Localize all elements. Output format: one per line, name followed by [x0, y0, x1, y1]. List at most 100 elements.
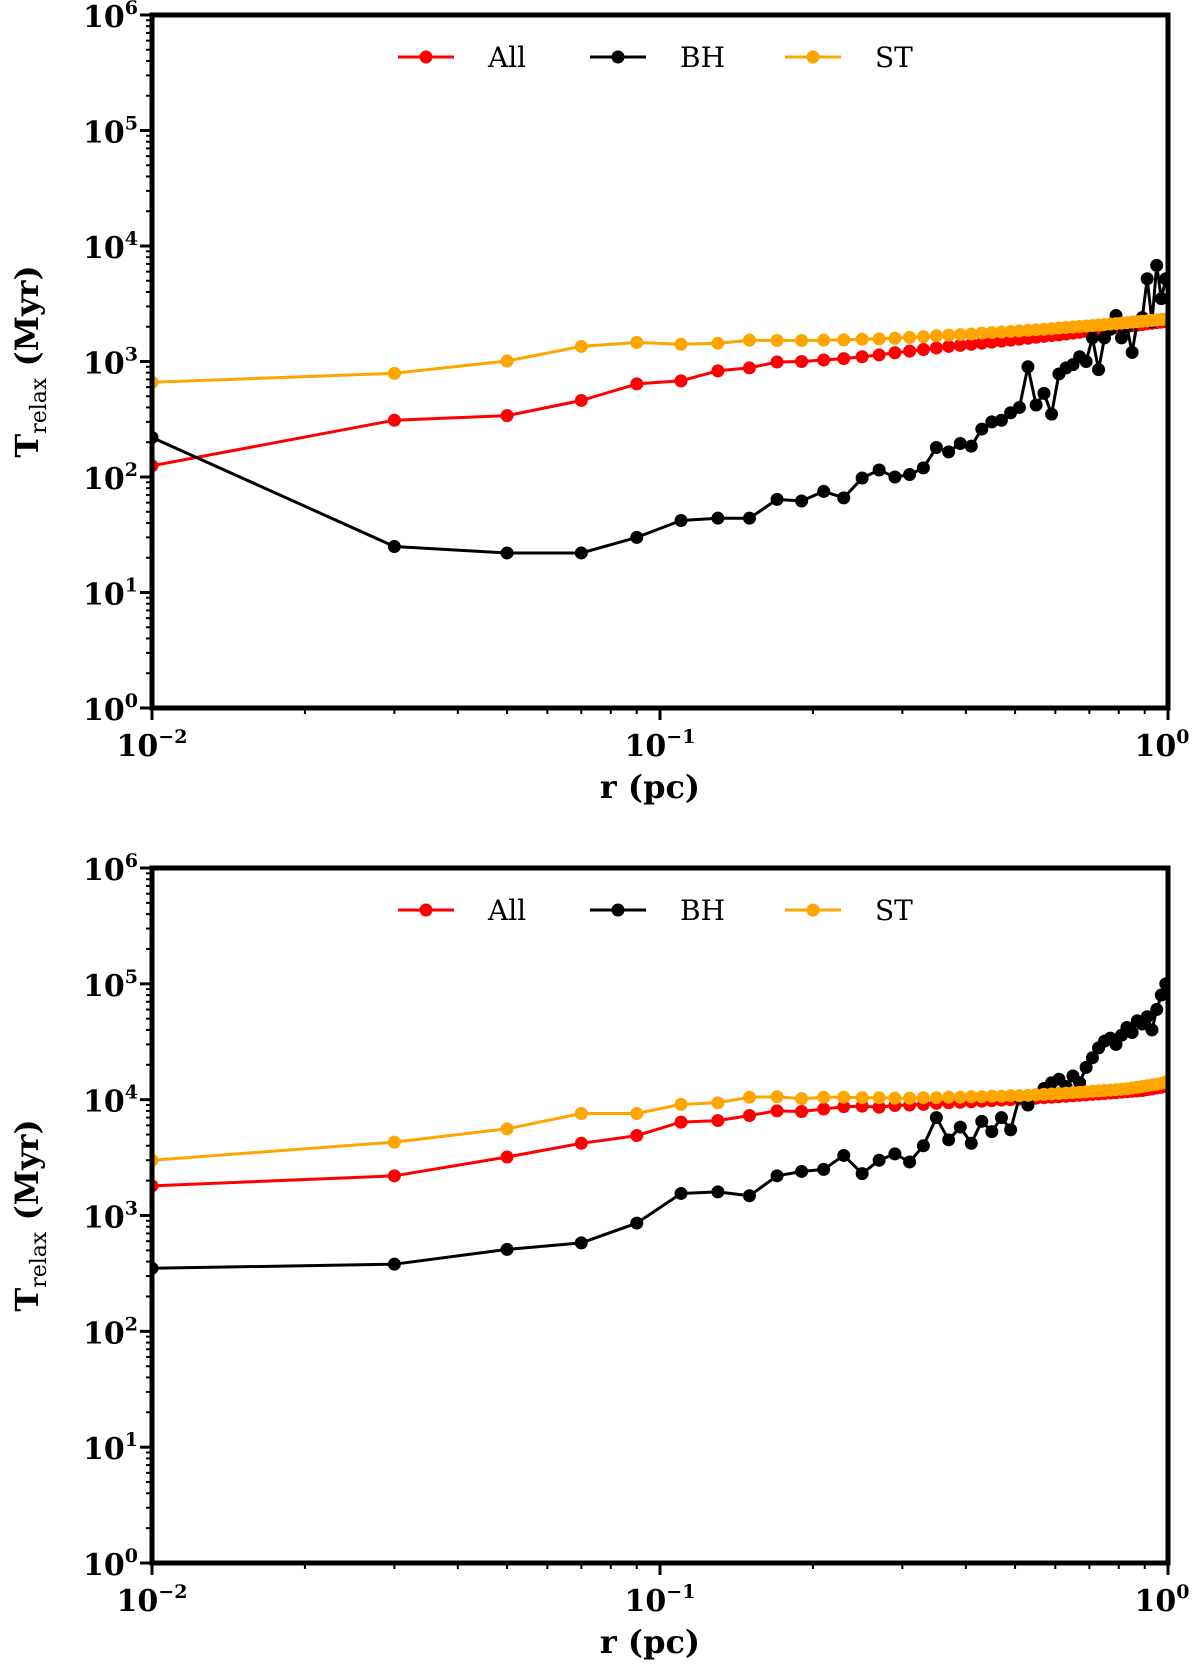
data-point-all — [837, 352, 851, 366]
data-point-st — [916, 330, 930, 344]
top-panel: 10−2 10−1 100 100 101 102 103 104 105 106 r (pc) Tr… — [8, 0, 1189, 806]
data-point-st — [770, 1090, 784, 1104]
x-tick-label: 10−2 — [117, 1581, 188, 1619]
data-point-bh — [1021, 360, 1035, 374]
y-tick-label: 106 — [83, 0, 138, 35]
data-point-st — [953, 328, 967, 342]
x-axis-label: r (pc) — [600, 768, 700, 806]
data-point-all — [674, 1115, 688, 1129]
data-point-all — [387, 413, 401, 427]
data-point-bh — [630, 1216, 644, 1230]
data-point-st — [888, 1091, 902, 1105]
plot-frame — [149, 865, 1171, 1566]
legend-label-st: ST — [875, 894, 913, 927]
data-point-st — [742, 1090, 756, 1104]
data-point-st — [770, 333, 784, 347]
data-point-bh — [1150, 1003, 1164, 1017]
data-point-all — [985, 335, 999, 349]
data-point-all — [795, 355, 809, 368]
legend-label-bh: BH — [680, 41, 725, 74]
y-tick-label: 104 — [83, 1082, 138, 1120]
data-point-all — [742, 1108, 756, 1122]
data-point-all — [795, 1105, 809, 1119]
data-point-st — [742, 333, 756, 347]
y-tick-label: 103 — [83, 1198, 138, 1236]
data-point-st — [817, 333, 831, 347]
data-point-all — [387, 1169, 401, 1183]
y-tick-label: 104 — [83, 228, 138, 266]
data-point-st — [837, 333, 851, 347]
data-point-bh — [1140, 1010, 1154, 1024]
data-point-bh — [964, 1136, 978, 1150]
legend-marker-st — [806, 903, 820, 917]
data-point-all — [929, 341, 943, 355]
data-point-bh — [770, 1169, 784, 1183]
data-point-bh — [929, 441, 943, 455]
data-point-bh — [742, 511, 756, 525]
data-point-bh — [888, 1147, 902, 1161]
data-point-bh — [1073, 1076, 1087, 1090]
data-point-st — [837, 1090, 851, 1104]
data-point-all — [903, 344, 917, 358]
data-point-bh — [953, 1120, 967, 1134]
y-axis-label: Trelax (Myr) — [8, 265, 52, 457]
data-point-bh — [1012, 400, 1026, 414]
legend-marker-bh — [611, 903, 625, 917]
legend-label-bh: BH — [680, 894, 725, 927]
data-point-bh — [837, 1148, 851, 1162]
data-point-st — [953, 1090, 967, 1104]
data-point-st — [942, 1090, 956, 1104]
data-point-st — [500, 354, 514, 368]
data-point-bh — [500, 546, 514, 560]
bottom-panel: 10−2 10−1 100 100 101 102 103 104 105 106 r (pc) Tr… — [8, 850, 1189, 1661]
data-point-bh — [1037, 386, 1051, 400]
data-point-all — [500, 1150, 514, 1164]
data-point-st — [942, 328, 956, 342]
data-point-bh — [1004, 1123, 1018, 1137]
x-tick-label: 100 — [1135, 1581, 1190, 1619]
data-point-st — [500, 1122, 514, 1136]
data-point-st — [795, 333, 809, 347]
data-point-bh — [1140, 272, 1154, 286]
data-point-bh — [711, 511, 725, 525]
data-point-bh — [1145, 1023, 1159, 1037]
data-point-all — [837, 1100, 851, 1114]
data-point-st — [711, 336, 725, 350]
data-point-all — [855, 350, 869, 364]
data-point-bh — [1029, 398, 1043, 412]
data-point-st — [985, 1089, 999, 1103]
data-point-bh — [975, 422, 989, 436]
data-point-bh — [903, 468, 917, 482]
legend-marker-bh — [611, 50, 625, 64]
data-point-bh — [1154, 292, 1168, 306]
data-point-bh — [985, 1125, 999, 1139]
data-point-all — [953, 338, 967, 352]
data-point-bh — [1092, 363, 1106, 377]
data-point-st — [872, 332, 886, 346]
data-point-bh — [1079, 355, 1093, 368]
data-point-bh — [994, 1111, 1008, 1125]
data-point-bh — [929, 1111, 943, 1125]
data-point-st — [674, 1097, 688, 1111]
plot-area — [152, 258, 1168, 560]
legend: All BH ST — [398, 894, 913, 927]
data-point-st — [630, 1106, 644, 1120]
data-point-st — [855, 332, 869, 346]
legend-marker-all — [419, 50, 433, 64]
data-point-all — [872, 1100, 886, 1114]
data-point-all — [770, 355, 784, 369]
data-point-bh — [1125, 1026, 1139, 1040]
data-point-bh — [770, 492, 784, 506]
legend: All BH ST — [398, 41, 913, 74]
data-point-bh — [1085, 331, 1099, 345]
y-tick-label: 102 — [83, 459, 138, 497]
data-point-all — [742, 361, 756, 375]
y-tick-label: 101 — [83, 575, 138, 613]
data-point-st — [387, 366, 401, 380]
data-point-bh — [1125, 345, 1139, 359]
data-point-bh — [1079, 1060, 1093, 1074]
data-point-bh — [795, 1164, 809, 1178]
data-point-bh — [674, 514, 688, 528]
data-point-bh — [1021, 1098, 1035, 1112]
data-point-st — [975, 1090, 989, 1104]
